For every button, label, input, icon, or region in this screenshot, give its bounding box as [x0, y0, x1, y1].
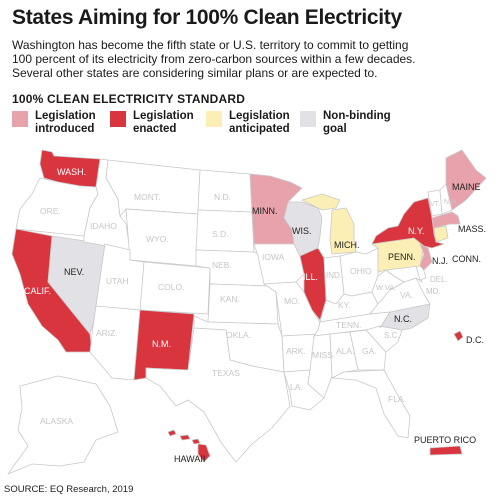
state-conn: [433, 225, 449, 243]
state-label: GA.: [362, 346, 377, 356]
state-label: MASS.: [458, 224, 486, 234]
subtitle: Washington has become the fifth state or…: [12, 38, 492, 80]
legend-label: Legislation introduced: [35, 110, 115, 135]
state-label: OHIO: [350, 266, 372, 276]
state-label: MAINE: [452, 182, 481, 192]
state-label: COLO.: [158, 282, 184, 292]
state-label: KAN.: [220, 294, 240, 304]
state-label: CONN.: [452, 254, 481, 264]
state-label: WIS.: [292, 226, 312, 236]
state-label: VA.: [400, 290, 413, 300]
legend-label-line: anticipated: [229, 122, 290, 135]
state-ny: [371, 197, 445, 249]
state-puerto-rico: [429, 445, 463, 456]
page-title: States Aiming for 100% Clean Electricity: [12, 6, 402, 29]
state-label: LA.: [290, 382, 303, 392]
legend-label-line: Legislation: [229, 110, 290, 122]
state-label: MD.: [426, 287, 441, 296]
state-label: IDAHO: [90, 221, 117, 231]
state-dc: [453, 330, 464, 342]
state-mont: [105, 159, 201, 217]
state-label: VT.: [430, 201, 440, 208]
legend-label: Non-binding goal: [323, 110, 403, 135]
state-label: HAWAII: [174, 454, 205, 464]
state-label: ORE.: [40, 206, 61, 216]
state-label: MICH.: [334, 240, 360, 250]
state-label: ILL.: [303, 272, 318, 282]
state-label: N.D.: [214, 192, 231, 202]
state-label: ALA.: [336, 346, 354, 356]
state-label: IOWA: [262, 252, 285, 262]
state-label: N.Y.: [408, 226, 424, 236]
legend-swatch-introduced: [12, 111, 28, 127]
legend-swatch-enacted: [110, 111, 126, 127]
state-maine: [445, 149, 487, 211]
state-label: TEXAS: [212, 368, 240, 378]
state-mich: [301, 193, 357, 255]
legend-swatch-nonbinding: [300, 111, 316, 127]
state-ariz: [89, 305, 141, 381]
state-label: N.H.: [444, 199, 458, 206]
state-ill: [299, 247, 327, 321]
state-label: MONT.: [134, 192, 160, 202]
state-ga: [349, 329, 387, 371]
state-label: NEB.: [212, 260, 232, 270]
state-nd: [197, 169, 253, 213]
legend-label-line: enacted: [133, 122, 177, 135]
state-label: D.C.: [466, 335, 484, 345]
legend-label: Legislation enacted: [133, 110, 213, 135]
legend-swatch-anticipated: [206, 111, 222, 127]
state-label: UTAH: [106, 276, 129, 286]
state-label: S.C.: [384, 331, 400, 340]
state-label: S.D.: [212, 229, 229, 239]
legend-label-line: Legislation: [35, 110, 96, 122]
legend-label-line: Non-binding: [323, 110, 391, 122]
state-label: TENN.: [336, 320, 362, 330]
state-colo: [139, 261, 211, 315]
state-label: PUERTO RICO: [414, 435, 476, 445]
state-kan: [207, 283, 279, 325]
state-nj: [419, 243, 433, 271]
legend-label-line: goal: [323, 122, 347, 135]
state-label: ALASKA: [40, 416, 73, 426]
source-note: SOURCE: EQ Research, 2019: [4, 484, 134, 495]
state-label: NEV.: [64, 267, 84, 277]
subtitle-line: 100 percent of its electricity from zero…: [12, 52, 416, 66]
state-texas: [145, 327, 291, 463]
state-label: MO.: [284, 296, 300, 306]
legend-item-enacted: Legislation enacted: [110, 110, 213, 135]
state-label: WYO.: [146, 234, 169, 244]
state-label: WASH.: [57, 167, 86, 177]
subtitle-line: Washington has become the fifth state or…: [12, 38, 409, 52]
state-label: MINN.: [252, 206, 278, 216]
state-alaska: [7, 375, 119, 475]
legend-label: Legislation anticipated: [229, 110, 309, 135]
legend-title: 100% CLEAN ELECTRICITY STANDARD: [12, 92, 246, 106]
legend-label-line: introduced: [35, 122, 95, 135]
legend-label-line: Legislation: [133, 110, 194, 122]
state-label: CALIF.: [24, 286, 51, 296]
legend-item-nonbinding: Non-binding goal: [300, 110, 403, 135]
us-map: WASH. ORE. CALIF. NEV. IDAHO MONT. WYO. …: [7, 149, 487, 475]
subtitle-line: Several other states are considering sim…: [12, 66, 378, 80]
state-label: FLA.: [388, 394, 406, 404]
legend-item-introduced: Legislation introduced: [12, 110, 115, 135]
state-label: DEL.: [430, 275, 448, 284]
state-label: N.M.: [152, 339, 171, 349]
state-hawaii: [167, 429, 211, 463]
state-sc: [365, 325, 403, 353]
state-label: IND.: [326, 271, 342, 280]
state-label: W.VA.: [376, 283, 396, 292]
state-label: MISS.: [312, 350, 335, 360]
state-label: PENN.: [388, 252, 416, 262]
state-label: ARK.: [286, 346, 306, 356]
state-label: OKLA.: [226, 330, 251, 340]
state-label: ARIZ.: [96, 328, 118, 338]
state-label: KY.: [338, 300, 351, 310]
legend-item-anticipated: Legislation anticipated: [206, 110, 309, 135]
state-label: N.J.: [432, 256, 448, 266]
state-label: N.C.: [394, 314, 412, 324]
state-fla: [331, 369, 411, 439]
state-ala: [329, 331, 359, 379]
